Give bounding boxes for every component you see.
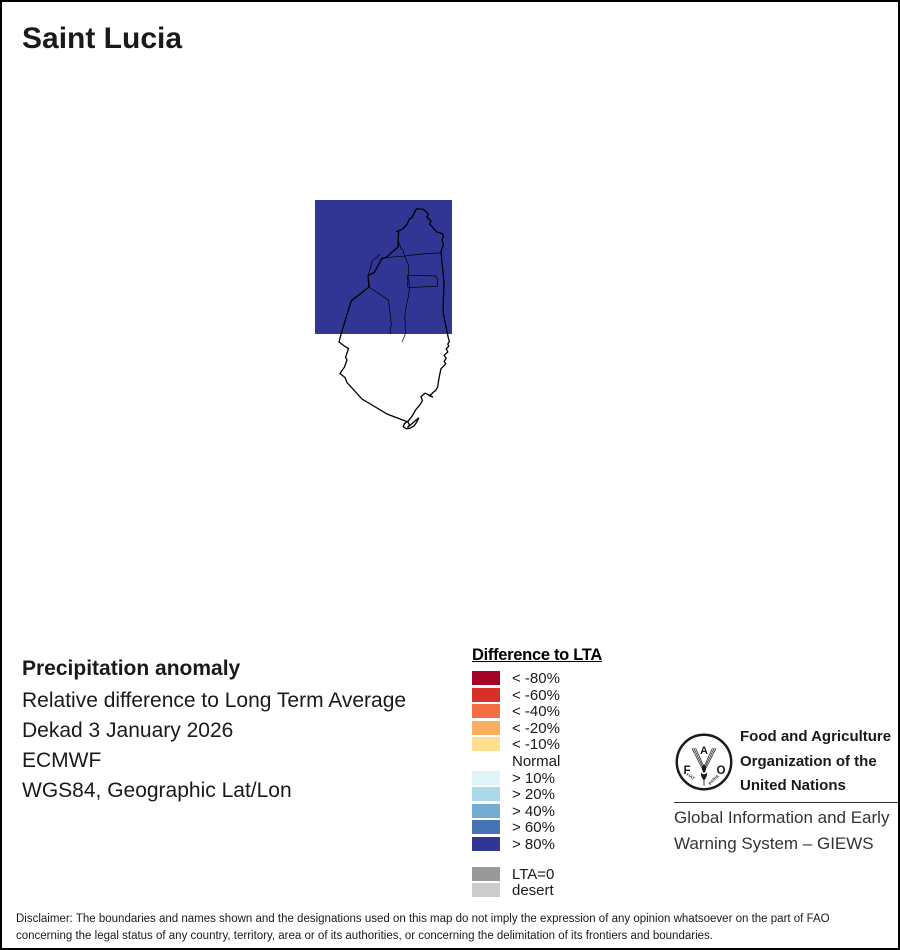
svg-text:A: A [700,745,708,757]
svg-text:FIAT: FIAT [686,772,697,781]
